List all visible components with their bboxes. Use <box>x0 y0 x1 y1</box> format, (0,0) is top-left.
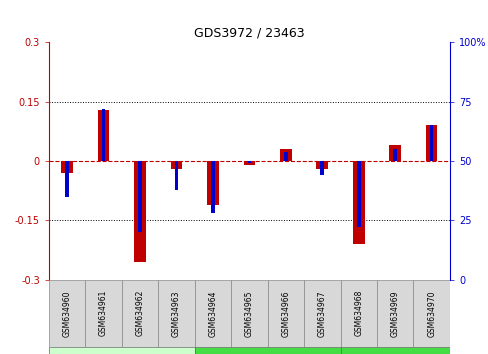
Bar <box>388 145 400 161</box>
Bar <box>284 152 287 161</box>
Title: GDS3972 / 23463: GDS3972 / 23463 <box>194 27 304 40</box>
Bar <box>280 149 291 161</box>
Bar <box>85 280 122 347</box>
Text: GSM634962: GSM634962 <box>135 290 144 337</box>
Text: GSM634963: GSM634963 <box>172 290 181 337</box>
Bar <box>194 347 340 354</box>
Bar <box>102 109 105 161</box>
Bar <box>158 280 194 347</box>
Text: GSM634964: GSM634964 <box>208 290 217 337</box>
Bar <box>320 161 324 175</box>
Text: GSM634969: GSM634969 <box>390 290 399 337</box>
Bar <box>134 161 145 262</box>
Bar <box>138 161 142 232</box>
Bar <box>429 126 432 161</box>
Bar <box>98 110 109 161</box>
Bar <box>122 280 158 347</box>
Bar <box>376 280 412 347</box>
Bar <box>340 280 376 347</box>
Bar <box>425 126 437 161</box>
Bar <box>356 161 360 228</box>
Text: GSM634968: GSM634968 <box>353 290 363 337</box>
Bar <box>61 161 73 173</box>
Bar <box>170 161 182 169</box>
Bar <box>352 161 364 244</box>
Bar <box>49 347 194 354</box>
Text: GSM634967: GSM634967 <box>317 290 326 337</box>
Text: GSM634970: GSM634970 <box>427 290 435 337</box>
Bar <box>211 161 214 213</box>
Bar <box>49 280 85 347</box>
Bar <box>194 280 231 347</box>
Text: GSM634966: GSM634966 <box>281 290 290 337</box>
Bar <box>231 280 267 347</box>
Text: GSM634961: GSM634961 <box>99 290 108 337</box>
Bar <box>304 280 340 347</box>
Bar <box>174 161 178 189</box>
Bar <box>65 161 69 197</box>
Bar <box>207 161 218 205</box>
Bar <box>243 161 255 165</box>
Bar <box>267 280 304 347</box>
Bar <box>392 149 396 161</box>
Bar <box>247 161 251 164</box>
Bar <box>412 280 449 347</box>
Bar <box>316 161 327 169</box>
Text: GSM634960: GSM634960 <box>62 290 71 337</box>
Text: GSM634965: GSM634965 <box>244 290 253 337</box>
Bar <box>340 347 449 354</box>
